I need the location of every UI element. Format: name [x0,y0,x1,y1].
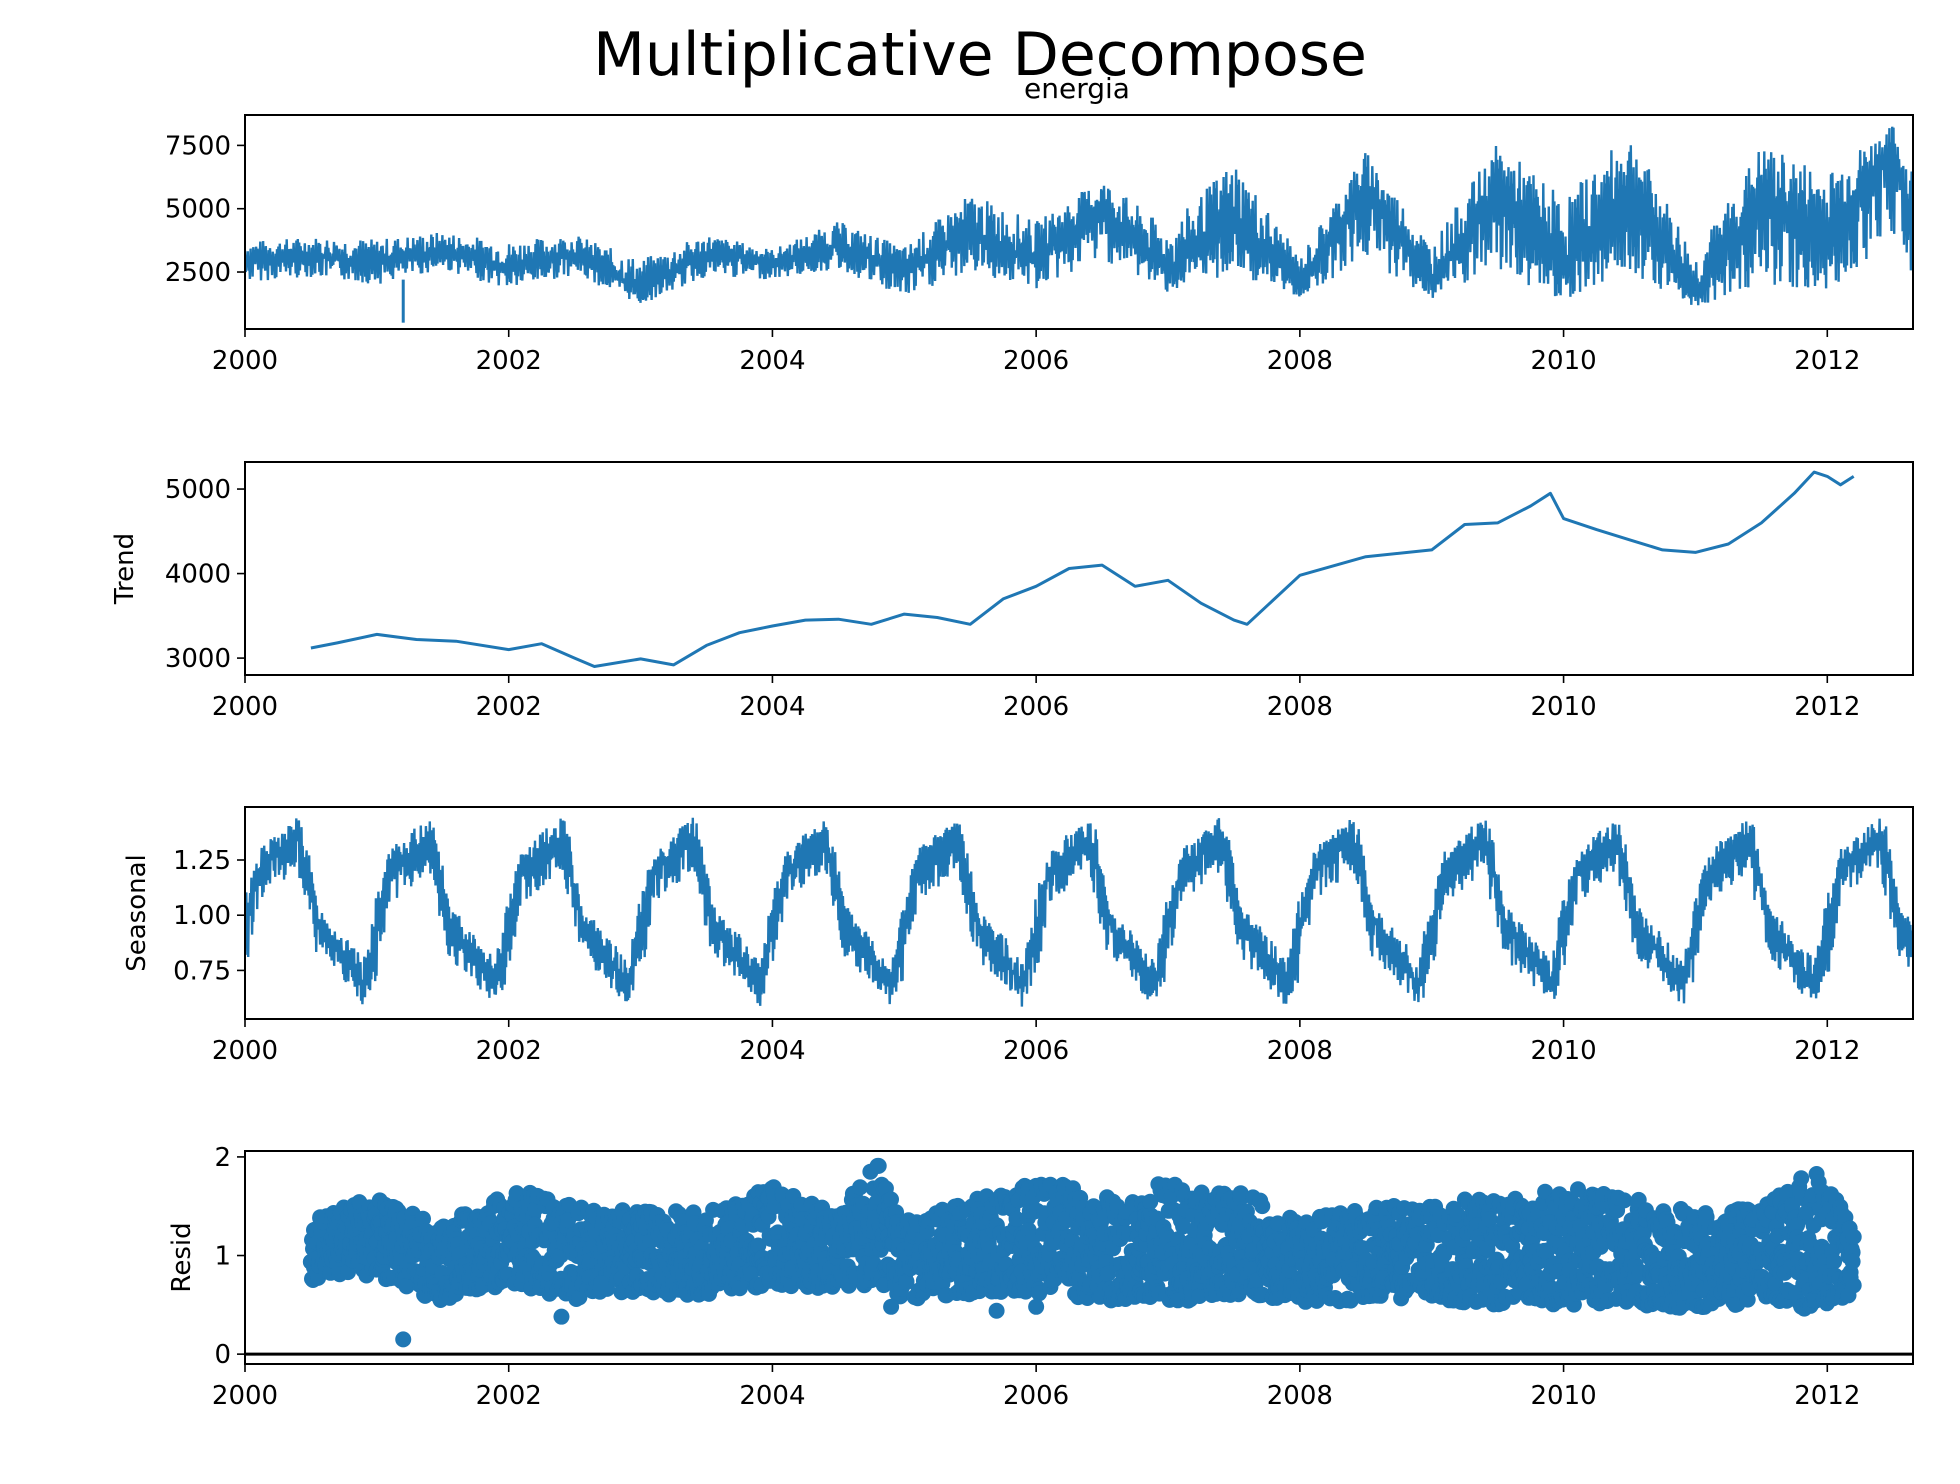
resid-point [398,1278,415,1295]
resid-point [1481,1211,1498,1228]
seasonal-xtick-label: 2002 [476,1036,542,1066]
observed-frame [244,114,1914,330]
resid-point [870,1157,887,1174]
observed-xtick-label: 2010 [1530,346,1596,376]
resid-xtick-label: 2002 [476,1381,542,1411]
resid-outlier-point [988,1302,1005,1319]
observed-ytick-label: 5000 [165,195,231,225]
resid-outlier-point [593,1275,610,1292]
seasonal-xtick-label: 2006 [1003,1036,1069,1066]
resid-point [1844,1253,1861,1270]
resid-outlier-point [395,1331,412,1348]
resid-point [415,1210,431,1227]
resid-point [750,1237,767,1254]
trend-ytick-label: 3000 [165,644,231,674]
observed-xtick-label: 2002 [476,346,542,376]
resid-point [720,1220,737,1237]
seasonal-panel: 2000 2002 2004 2006 2008 2010 2012 0.75 1.00 1.25… [122,806,1914,1066]
observed-panel-title: energia [1024,72,1130,105]
trend-series-line [310,470,1855,668]
trend-ytick-label: 5000 [165,475,231,505]
trend-frame [244,461,1914,676]
resid-point [1232,1185,1249,1202]
resid-point [1826,1253,1843,1270]
resid-point [1635,1224,1652,1241]
resid-outlier-point [1028,1298,1045,1315]
seasonal-ytick-label: 0.75 [173,956,231,986]
trend-xtick-label: 2006 [1003,692,1069,722]
resid-point [1845,1228,1862,1245]
resid-point [1254,1198,1271,1215]
seasonal-xtick-label: 2004 [739,1036,805,1066]
resid-point [898,1274,915,1291]
resid-point [1845,1277,1862,1294]
resid-ytick-label: 0 [214,1340,231,1370]
resid-xtick-label: 2000 [212,1381,278,1411]
resid-xtick-label: 2008 [1267,1381,1333,1411]
observed-panel: 2000 2002 2004 2006 2008 2010 2012 2500 5000 7500 [165,114,1914,376]
observed-ytick-label: 2500 [165,258,231,288]
resid-point [883,1191,899,1208]
observed-xtick-label: 2000 [212,346,278,376]
resid-xtick-label: 2006 [1003,1381,1069,1411]
figure-suptitle: Multiplicative Decompose [593,20,1367,90]
trend-panel: 2000 2002 2004 2006 2008 2010 2012 3000 4000 5000… [110,461,1914,722]
resid-ytick-label: 2 [214,1143,231,1173]
trend-ytick-label: 4000 [165,560,231,590]
seasonal-xtick-label: 2008 [1267,1036,1333,1066]
seasonal-xtick-label: 2010 [1530,1036,1596,1066]
resid-frame [244,1150,1914,1365]
resid-ytick-label: 1 [214,1242,231,1272]
resid-point [852,1179,869,1196]
seasonal-ytick-label: 1.25 [173,846,231,876]
resid-point [1142,1193,1159,1210]
observed-xtick-label: 2004 [739,346,805,376]
resid-outlier-point [883,1298,900,1315]
observed-series-line [245,126,1913,306]
trend-xtick-label: 2004 [739,692,805,722]
resid-point [1342,1292,1359,1309]
resid-point [1793,1170,1810,1187]
trend-xtick-label: 2002 [476,692,542,722]
resid-ylabel: Resid [167,1222,197,1292]
trend-xtick-label: 2012 [1794,692,1860,722]
trend-xtick-label: 2008 [1267,692,1333,722]
observed-xtick-label: 2012 [1794,346,1860,376]
resid-xtick-label: 2010 [1530,1381,1596,1411]
resid-point [875,1277,892,1294]
trend-xtick-label: 2010 [1530,692,1596,722]
observed-ytick-label: 7500 [165,131,231,161]
seasonal-xtick-label: 2012 [1794,1036,1860,1066]
seasonal-series-line [245,817,1913,1007]
seasonal-frame [244,806,1914,1020]
resid-outlier-point [553,1308,570,1325]
resid-point [1616,1192,1633,1209]
trend-xtick-label: 2000 [212,692,278,722]
seasonal-xtick-label: 2000 [212,1036,278,1066]
resid-point [1191,1288,1208,1304]
resid-point [1798,1204,1815,1221]
observed-xtick-label: 2006 [1003,346,1069,376]
trend-ylabel: Trend [110,533,140,605]
resid-xtick-label: 2012 [1794,1381,1860,1411]
resid-xtick-label: 2004 [739,1381,805,1411]
seasonal-ylabel: Seasonal [122,854,152,972]
observed-xtick-label: 2008 [1267,346,1333,376]
seasonal-ytick-label: 1.00 [173,901,231,931]
